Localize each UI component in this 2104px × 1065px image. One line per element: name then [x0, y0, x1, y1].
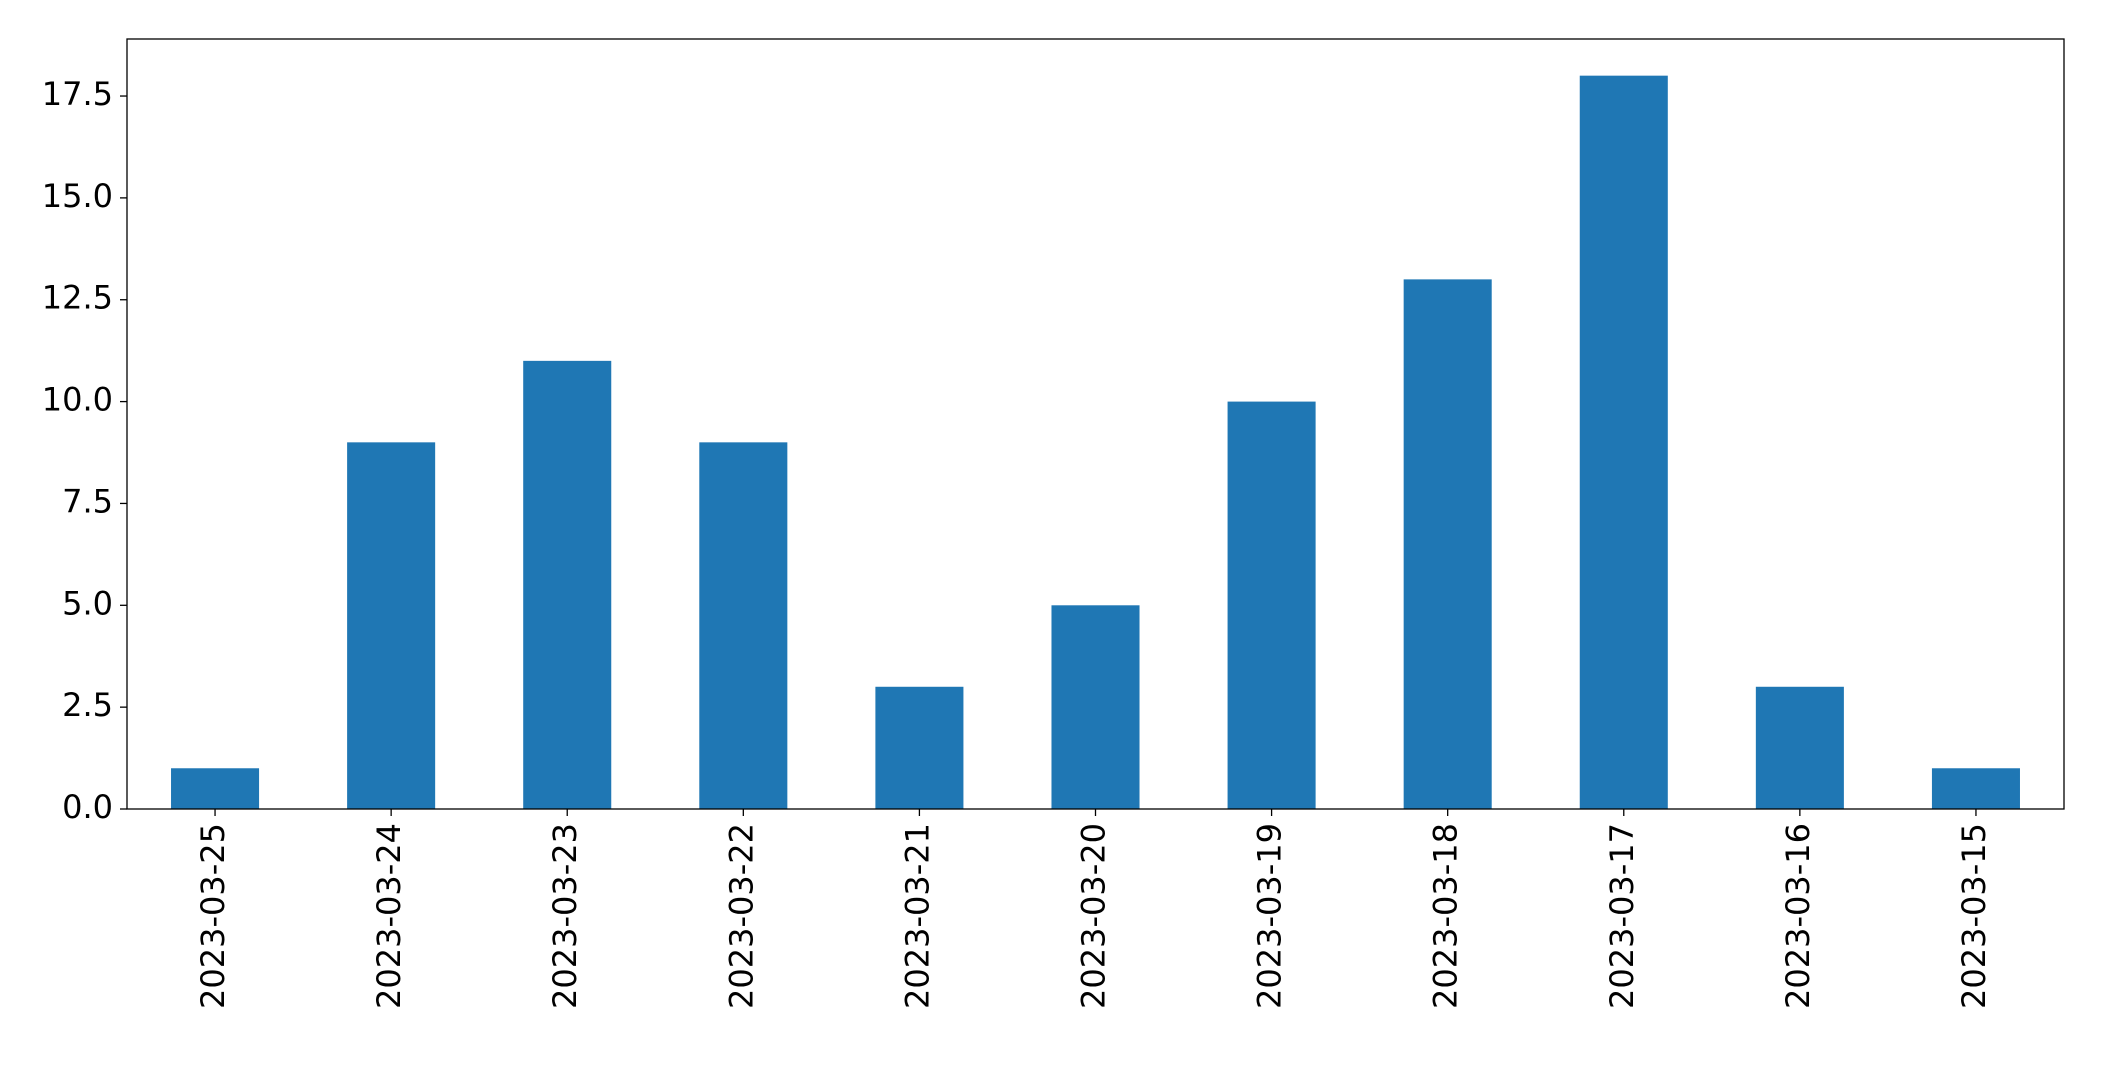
- x-tick-label: 2023-03-20: [1075, 823, 1113, 1009]
- y-tick-label: 15.0: [42, 177, 113, 215]
- y-tick-label: 0.0: [62, 788, 113, 826]
- bar: [1931, 768, 2020, 809]
- bar: [1051, 605, 1140, 809]
- bar: [699, 442, 788, 809]
- x-tick-label: 2023-03-16: [1779, 823, 1817, 1009]
- bar: [523, 360, 612, 809]
- bar: [1403, 279, 1492, 809]
- y-tick-label: 7.5: [62, 482, 113, 520]
- x-tick-label: 2023-03-19: [1251, 823, 1289, 1009]
- bar: [347, 442, 436, 809]
- bar: [1579, 75, 1668, 809]
- bar: [1227, 401, 1316, 809]
- bar: [1755, 686, 1844, 809]
- y-tick-label: 17.5: [42, 75, 113, 113]
- x-tick-label: 2023-03-23: [546, 823, 584, 1009]
- plot-frame: [126, 38, 2065, 810]
- x-tick-label: 2023-03-15: [1955, 823, 1993, 1009]
- x-tick-label: 2023-03-22: [722, 823, 760, 1009]
- x-tick-label: 2023-03-24: [370, 823, 408, 1009]
- x-tick-label: 2023-03-21: [898, 823, 936, 1009]
- bar: [875, 686, 964, 809]
- bar: [171, 768, 260, 809]
- x-tick-label: 2023-03-17: [1603, 823, 1641, 1009]
- x-tick-label: 2023-03-25: [194, 823, 232, 1009]
- y-tick-label: 10.0: [42, 381, 113, 419]
- y-tick-label: 2.5: [62, 686, 113, 724]
- y-tick-label: 12.5: [42, 279, 113, 317]
- x-tick-label: 2023-03-18: [1427, 823, 1465, 1009]
- y-tick-label: 5.0: [62, 584, 113, 622]
